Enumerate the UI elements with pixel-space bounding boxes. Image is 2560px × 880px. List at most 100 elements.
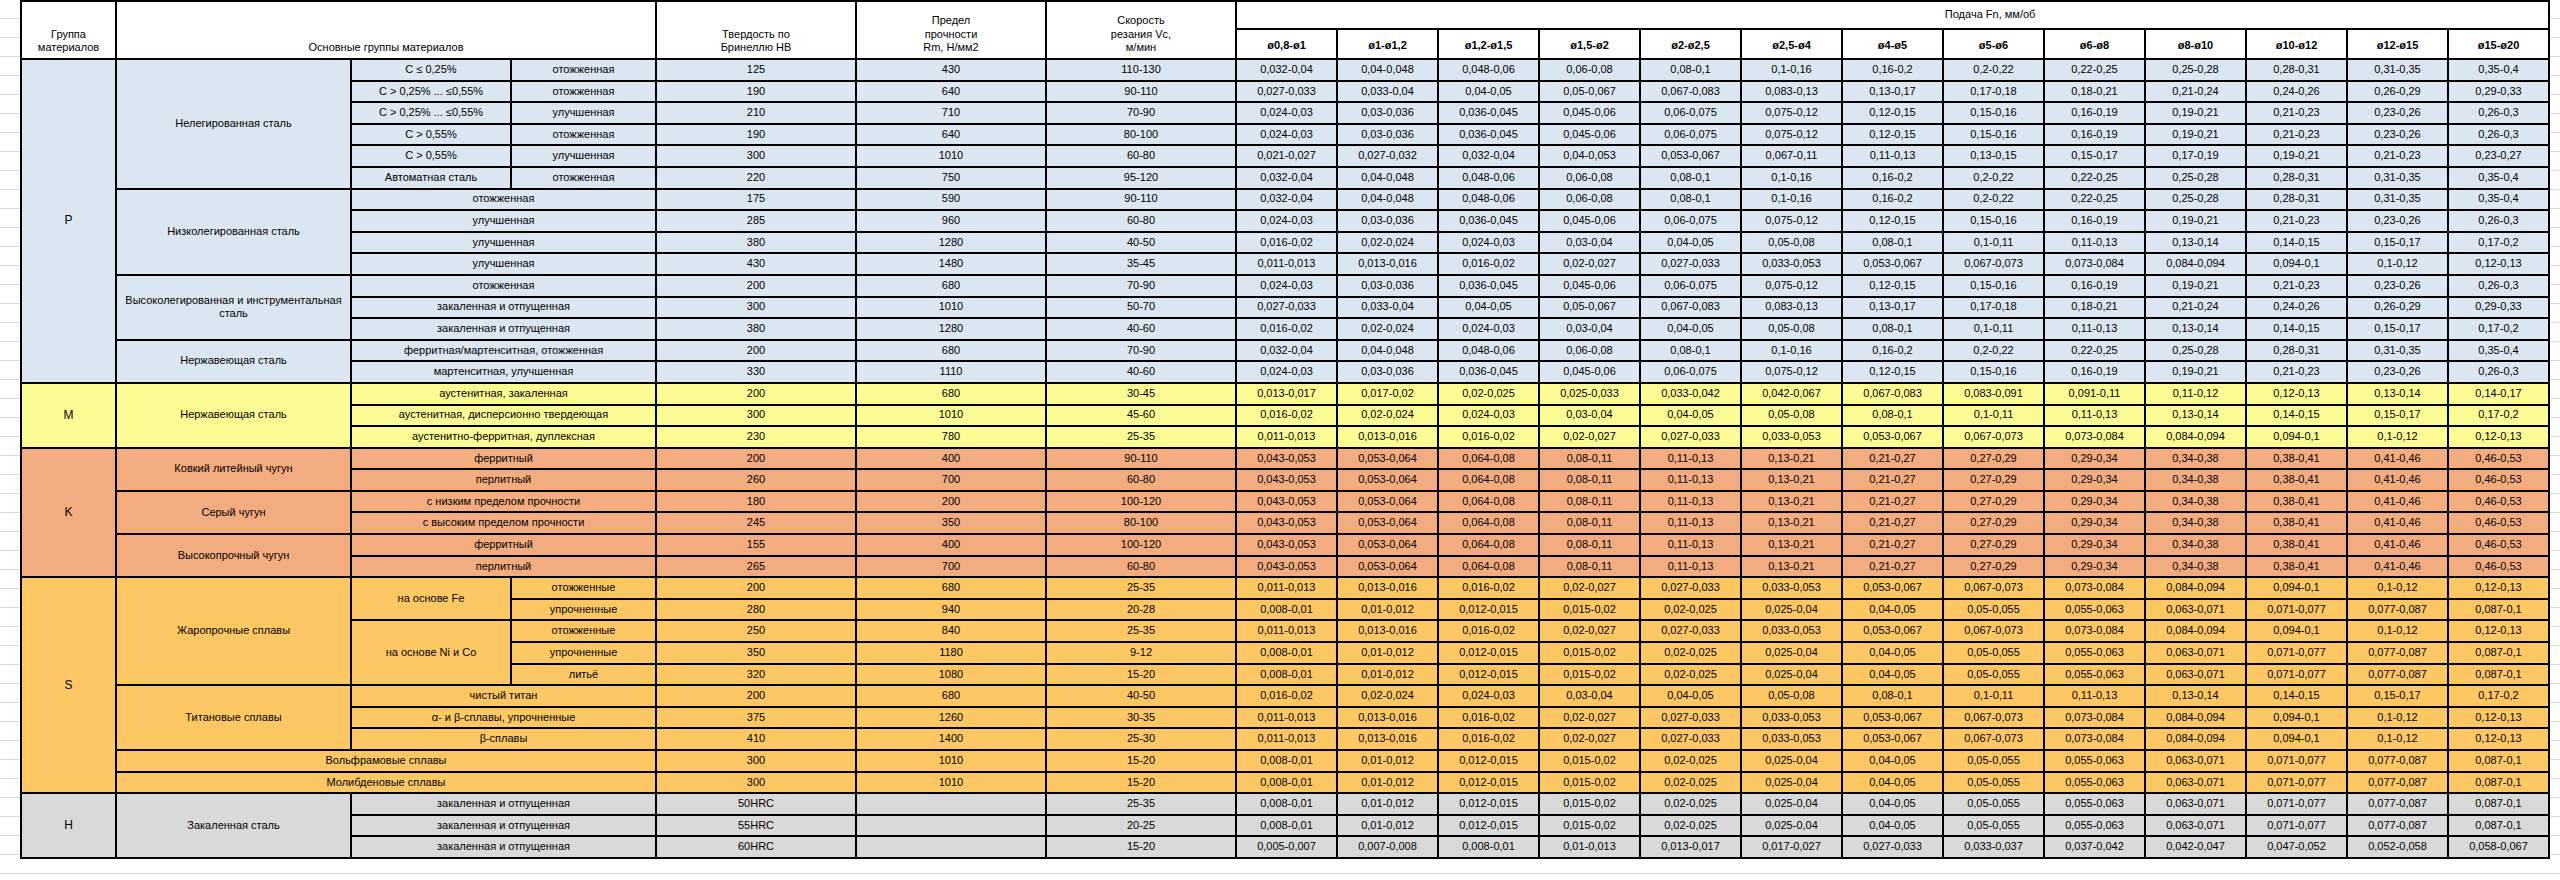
feed-value-cell[interactable]: 0,011-0,013: [1236, 577, 1337, 599]
feed-value-cell[interactable]: 0,1-0,16: [1741, 340, 1842, 362]
feed-value-cell[interactable]: 0,053-0,064: [1337, 491, 1438, 513]
speed-cell[interactable]: 50-70: [1046, 297, 1236, 319]
feed-value-cell[interactable]: 0,35-0,4: [2448, 167, 2549, 189]
feed-value-cell[interactable]: 0,015-0,02: [1539, 815, 1640, 837]
feed-value-cell[interactable]: 0,29-0,34: [2044, 469, 2145, 491]
feed-value-cell[interactable]: 0,04-0,05: [1842, 599, 1943, 621]
strength-cell[interactable]: 200: [856, 491, 1046, 513]
hardness-cell[interactable]: 200: [656, 340, 856, 362]
feed-value-cell[interactable]: 0,04-0,05: [1640, 232, 1741, 254]
speed-cell[interactable]: 60-80: [1046, 210, 1236, 232]
feed-value-cell[interactable]: 0,41-0,46: [2347, 556, 2448, 578]
feed-value-cell[interactable]: 0,08-0,1: [1842, 232, 1943, 254]
feed-value-cell[interactable]: 0,46-0,53: [2448, 469, 2549, 491]
feed-value-cell[interactable]: 0,02-0,027: [1539, 707, 1640, 729]
header-diameter-range[interactable]: ø12-ø15: [2347, 29, 2448, 59]
feed-value-cell[interactable]: 0,01-0,012: [1337, 599, 1438, 621]
feed-value-cell[interactable]: 0,04-0,048: [1337, 189, 1438, 211]
material-state-cell[interactable]: ферритный: [351, 448, 656, 470]
feed-value-cell[interactable]: 0,067-0,073: [1943, 728, 2044, 750]
feed-value-cell[interactable]: 0,053-0,064: [1337, 512, 1438, 534]
material-state-cell[interactable]: закаленная и отпущенная: [351, 318, 656, 340]
hardness-cell[interactable]: 410: [656, 728, 856, 750]
speed-cell[interactable]: 90-110: [1046, 189, 1236, 211]
feed-value-cell[interactable]: 0,05-0,08: [1741, 232, 1842, 254]
feed-value-cell[interactable]: 0,21-0,27: [1842, 556, 1943, 578]
feed-value-cell[interactable]: 0,02-0,027: [1539, 253, 1640, 275]
feed-value-cell[interactable]: 0,067-0,083: [1842, 383, 1943, 405]
material-state-cell[interactable]: литьё: [511, 664, 656, 686]
hardness-cell[interactable]: 60HRC: [656, 836, 856, 858]
feed-value-cell[interactable]: 0,043-0,053: [1236, 491, 1337, 513]
feed-value-cell[interactable]: 0,23-0,26: [2347, 210, 2448, 232]
feed-value-cell[interactable]: 0,41-0,46: [2347, 512, 2448, 534]
feed-value-cell[interactable]: 0,08-0,11: [1539, 534, 1640, 556]
material-state-cell[interactable]: с высоким пределом прочности: [351, 512, 656, 534]
feed-value-cell[interactable]: 0,1-0,11: [1943, 405, 2044, 427]
hardness-cell[interactable]: 430: [656, 253, 856, 275]
feed-value-cell[interactable]: 0,28-0,31: [2246, 167, 2347, 189]
feed-value-cell[interactable]: 0,11-0,13: [1842, 145, 1943, 167]
header-material-group[interactable]: Группа материалов: [21, 1, 116, 59]
feed-value-cell[interactable]: 0,19-0,21: [2145, 210, 2246, 232]
feed-value-cell[interactable]: 0,16-0,19: [2044, 361, 2145, 383]
material-subtype-cell[interactable]: C > 0,25% ... ≤0,55%: [351, 81, 511, 103]
feed-value-cell[interactable]: 0,41-0,46: [2347, 534, 2448, 556]
strength-cell[interactable]: 680: [856, 383, 1046, 405]
feed-value-cell[interactable]: 0,13-0,21: [1741, 512, 1842, 534]
feed-value-cell[interactable]: 0,35-0,4: [2448, 340, 2549, 362]
feed-value-cell[interactable]: 0,02-0,025: [1438, 383, 1539, 405]
material-state-cell[interactable]: перлитный: [351, 469, 656, 491]
feed-value-cell[interactable]: 0,055-0,063: [2044, 793, 2145, 815]
feed-value-cell[interactable]: 0,21-0,27: [1842, 448, 1943, 470]
feed-value-cell[interactable]: 0,016-0,02: [1438, 577, 1539, 599]
speed-cell[interactable]: 30-35: [1046, 707, 1236, 729]
speed-cell[interactable]: 70-90: [1046, 340, 1236, 362]
material-family-cell[interactable]: Жаропрочные сплавы: [116, 577, 351, 685]
feed-value-cell[interactable]: 0,13-0,21: [1741, 448, 1842, 470]
speed-cell[interactable]: 15-20: [1046, 664, 1236, 686]
material-family-cell[interactable]: Низколегированная сталь: [116, 189, 351, 275]
feed-value-cell[interactable]: 0,008-0,01: [1236, 750, 1337, 772]
feed-value-cell[interactable]: 0,29-0,34: [2044, 534, 2145, 556]
feed-value-cell[interactable]: 0,03-0,036: [1337, 361, 1438, 383]
feed-value-cell[interactable]: 0,04-0,05: [1842, 772, 1943, 794]
feed-value-cell[interactable]: 0,13-0,14: [2145, 232, 2246, 254]
feed-value-cell[interactable]: 0,053-0,064: [1337, 534, 1438, 556]
feed-value-cell[interactable]: 0,015-0,02: [1539, 772, 1640, 794]
feed-value-cell[interactable]: 0,18-0,21: [2044, 297, 2145, 319]
feed-value-cell[interactable]: 0,016-0,02: [1236, 318, 1337, 340]
material-subtype-cell[interactable]: на основе Ni и Co: [351, 620, 511, 685]
feed-value-cell[interactable]: 0,015-0,02: [1539, 664, 1640, 686]
feed-value-cell[interactable]: 0,16-0,19: [2044, 124, 2145, 146]
feed-value-cell[interactable]: 0,38-0,41: [2246, 448, 2347, 470]
feed-value-cell[interactable]: 0,08-0,11: [1539, 556, 1640, 578]
feed-value-cell[interactable]: 0,21-0,27: [1842, 512, 1943, 534]
feed-value-cell[interactable]: 0,17-0,2: [2448, 318, 2549, 340]
hardness-cell[interactable]: 300: [656, 297, 856, 319]
feed-value-cell[interactable]: 0,047-0,052: [2246, 836, 2347, 858]
feed-value-cell[interactable]: 0,016-0,02: [1438, 728, 1539, 750]
feed-value-cell[interactable]: 0,15-0,17: [2044, 145, 2145, 167]
hardness-cell[interactable]: 380: [656, 232, 856, 254]
feed-value-cell[interactable]: 0,073-0,084: [2044, 253, 2145, 275]
feed-value-cell[interactable]: 0,15-0,17: [2347, 405, 2448, 427]
speed-cell[interactable]: 110-130: [1046, 59, 1236, 81]
feed-value-cell[interactable]: 0,02-0,027: [1539, 620, 1640, 642]
header-main-material-groups[interactable]: Основные группы материалов: [116, 1, 656, 59]
speed-cell[interactable]: 60-80: [1046, 469, 1236, 491]
feed-value-cell[interactable]: 0,14-0,15: [2246, 232, 2347, 254]
material-state-cell[interactable]: аустенитная, дисперсионно твердеющая: [351, 405, 656, 427]
feed-value-cell[interactable]: 0,46-0,53: [2448, 448, 2549, 470]
group-letter-cell[interactable]: S: [21, 577, 116, 793]
feed-value-cell[interactable]: 0,087-0,1: [2448, 772, 2549, 794]
header-diameter-range[interactable]: ø8-ø10: [2145, 29, 2246, 59]
feed-value-cell[interactable]: 0,075-0,12: [1741, 275, 1842, 297]
material-state-cell[interactable]: α- и β-сплавы, упрочненные: [351, 707, 656, 729]
speed-cell[interactable]: 90-110: [1046, 448, 1236, 470]
feed-value-cell[interactable]: 0,036-0,045: [1438, 124, 1539, 146]
feed-value-cell[interactable]: 0,03-0,036: [1337, 275, 1438, 297]
material-state-cell[interactable]: β-сплавы: [351, 728, 656, 750]
feed-value-cell[interactable]: 0,13-0,17: [1842, 297, 1943, 319]
feed-value-cell[interactable]: 0,045-0,06: [1539, 210, 1640, 232]
